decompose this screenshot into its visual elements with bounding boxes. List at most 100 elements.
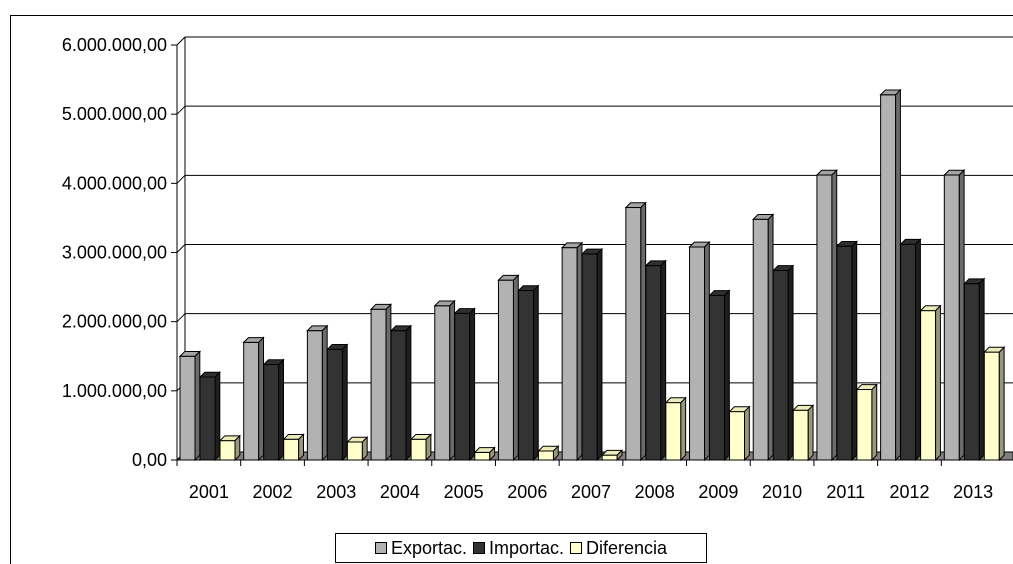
- bar-side: [532, 284, 539, 462]
- bar: [644, 259, 667, 462]
- bar-side: [512, 274, 519, 462]
- bar-front: [346, 441, 363, 461]
- bar: [178, 350, 202, 462]
- bar-side: [405, 324, 412, 462]
- bar-front: [709, 294, 726, 461]
- legend-swatch-diferencia: [570, 542, 583, 554]
- bar: [919, 304, 942, 462]
- bar-front: [900, 243, 917, 461]
- bar-side: [489, 446, 496, 462]
- bar-side: [958, 169, 965, 462]
- x-tick-label: 2002: [253, 482, 293, 502]
- x-tick-label: 2008: [635, 482, 675, 502]
- bar-front: [689, 246, 706, 461]
- bar-front: [645, 265, 662, 461]
- legend-item-importac: Importac.: [472, 537, 565, 559]
- x-tick-label: 2010: [762, 482, 802, 502]
- gridline-diagonal: [176, 244, 186, 253]
- bar: [879, 88, 902, 462]
- bar: [306, 324, 329, 462]
- bar-side: [214, 370, 221, 462]
- bar-front: [219, 440, 236, 461]
- bar-front: [434, 305, 451, 461]
- bar-side: [596, 247, 603, 462]
- bar-front: [410, 438, 427, 461]
- bar: [899, 238, 922, 462]
- y-tick-label: 0,00: [132, 450, 167, 470]
- legend-swatch-importac: [472, 542, 485, 554]
- bar: [262, 358, 285, 462]
- bar: [600, 449, 624, 462]
- bar-side: [341, 343, 348, 462]
- bar-side: [787, 264, 794, 462]
- legend-swatch-exportac: [374, 542, 387, 554]
- bar-side: [935, 304, 941, 462]
- chart-frame: [10, 15, 1013, 564]
- bar: [473, 446, 496, 462]
- bar: [242, 336, 265, 462]
- bar-front: [263, 364, 280, 461]
- bar: [963, 277, 986, 462]
- bar: [433, 299, 456, 462]
- bar-front: [963, 283, 980, 461]
- bar-side: [321, 324, 328, 462]
- bar-side: [258, 336, 264, 462]
- bar-front: [370, 308, 387, 461]
- bar: [560, 241, 584, 462]
- bar-side: [660, 259, 667, 462]
- bar-front: [497, 279, 514, 461]
- bar-side: [361, 436, 368, 462]
- bar-side: [616, 449, 623, 462]
- gridline-diagonal: [176, 313, 186, 323]
- bar: [218, 434, 242, 462]
- bar: [624, 201, 647, 462]
- bar-front: [601, 454, 618, 461]
- bar-side: [704, 240, 710, 462]
- y-tick-label: 2.000.000,00: [62, 312, 167, 332]
- x-tick-label: 2005: [444, 482, 484, 502]
- legend-label-diferencia: Diferencia: [586, 537, 668, 558]
- bars: [178, 88, 1006, 462]
- x-tick-label: 2004: [380, 482, 420, 502]
- bar-front: [752, 218, 769, 461]
- bar-side: [895, 88, 901, 462]
- bar-front: [856, 388, 873, 461]
- bar: [983, 346, 1006, 462]
- bar-side: [385, 303, 392, 462]
- legend-label-importac: Importac.: [488, 537, 565, 558]
- legend-label-exportac: Exportac.: [390, 537, 467, 558]
- bar: [537, 445, 560, 462]
- bar-side: [998, 346, 1005, 462]
- gridline-diagonal: [176, 105, 186, 115]
- bar: [708, 289, 731, 462]
- bar: [835, 240, 858, 462]
- y-tick-label: 1.000.000,00: [62, 381, 167, 401]
- bar: [326, 343, 349, 462]
- bar-front: [474, 451, 491, 461]
- bar-front: [243, 341, 260, 461]
- bar-front: [306, 330, 323, 461]
- bar-front: [729, 411, 746, 461]
- bar-front: [792, 409, 809, 461]
- bar: [369, 303, 393, 462]
- bar-side: [767, 213, 774, 462]
- y-tick-label: 4.000.000,00: [62, 173, 167, 193]
- bar-front: [836, 245, 853, 461]
- bar-front: [581, 253, 598, 461]
- x-tick-label: 2012: [889, 482, 929, 502]
- bar-side: [194, 350, 201, 462]
- bar-front: [625, 207, 642, 461]
- bar-side: [871, 383, 878, 462]
- y-tick-label: 3.000.000,00: [62, 243, 167, 263]
- bar: [664, 396, 687, 462]
- bar-side: [278, 358, 284, 462]
- legend-item-exportac: Exportac.: [374, 537, 467, 559]
- bar-front: [199, 376, 216, 461]
- bar: [453, 307, 476, 462]
- x-tick-label: 2013: [953, 482, 993, 502]
- x-axis: 2001 2002 2003 2004 2005 2006 2007 2008 2009 2010…: [176, 460, 993, 502]
- y-tick-label: 5.000.000,00: [62, 104, 167, 124]
- bar: [409, 433, 433, 462]
- bar-side: [469, 307, 476, 462]
- bar-side: [680, 396, 687, 462]
